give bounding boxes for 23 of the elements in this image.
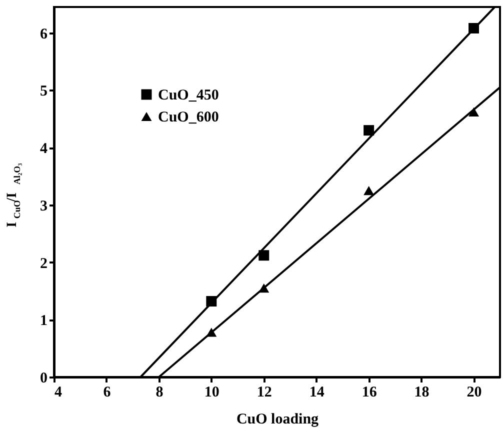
x-tick-label: 20 — [466, 384, 482, 400]
legend-label: CuO_450 — [158, 88, 219, 104]
legend-label: CuO_600 — [158, 110, 219, 126]
y-tick-label: 3 — [40, 198, 48, 214]
y-tick-label: 2 — [40, 256, 48, 272]
x-tick-label: 8 — [156, 384, 164, 400]
y-axis-title: ICuO/IAl₂O₃ — [5, 162, 22, 228]
point — [258, 250, 270, 261]
x-tick-label: 18 — [414, 384, 430, 400]
x-tick-label: 6 — [103, 384, 112, 400]
x-tick-label: 16 — [362, 384, 378, 400]
x-tick-label: 10 — [204, 384, 220, 400]
point — [364, 125, 374, 136]
y-tick-label: 4 — [40, 141, 48, 158]
x-axis-title: CuO loading — [236, 412, 320, 428]
y-tick-label: 5 — [40, 84, 48, 100]
y-tick-label: 6 — [40, 26, 48, 42]
y-tick-label: 0 — [40, 370, 48, 386]
x-tick-label: 4 — [54, 384, 62, 400]
x-tick-label: 12 — [256, 384, 272, 400]
point — [364, 186, 374, 196]
x-tick-label: 14 — [309, 384, 325, 400]
y-tick-label: 1 — [40, 313, 48, 330]
